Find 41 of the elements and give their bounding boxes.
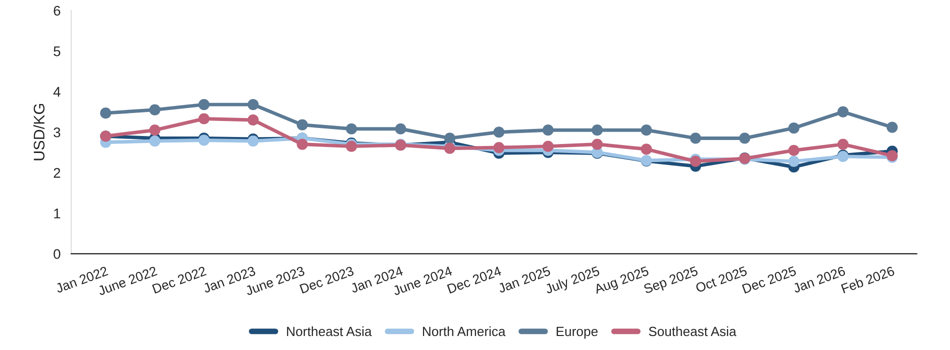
point [248, 99, 259, 110]
y-tick-label: 5 [54, 46, 60, 56]
y-tick-label: 0 [54, 249, 60, 259]
y-tick-label: 4 [53, 87, 60, 97]
point [542, 124, 554, 136]
point [100, 108, 112, 119]
point [542, 140, 554, 152]
point [149, 135, 160, 147]
point [886, 122, 898, 133]
legend-label: Europe [556, 326, 598, 339]
point [444, 132, 456, 144]
legend-label: North America [422, 326, 506, 336]
point [296, 119, 308, 130]
point [248, 114, 259, 126]
y-tick-label: 3 [54, 127, 60, 138]
point [788, 156, 800, 167]
point [837, 138, 849, 150]
y-tick-label: 6 [54, 6, 60, 16]
point [493, 126, 504, 138]
y-tick-label: 1 [54, 208, 60, 218]
point [592, 138, 603, 150]
point [395, 123, 406, 134]
point [690, 132, 702, 144]
legend-label: Northeast Asia [287, 326, 372, 336]
point [149, 104, 160, 116]
point [592, 124, 603, 136]
point [493, 142, 504, 154]
y-tick-label: 2 [54, 168, 60, 178]
point [198, 99, 210, 110]
point [149, 124, 160, 136]
point [788, 144, 800, 156]
legend-label: Southeast Asia [648, 326, 736, 336]
point [198, 113, 210, 124]
y-axis-title: USD/KG [33, 104, 45, 160]
point [788, 122, 800, 134]
point [640, 144, 652, 155]
point [739, 132, 750, 144]
point [296, 138, 308, 150]
point [837, 106, 849, 118]
point [640, 124, 652, 136]
point [346, 123, 357, 134]
